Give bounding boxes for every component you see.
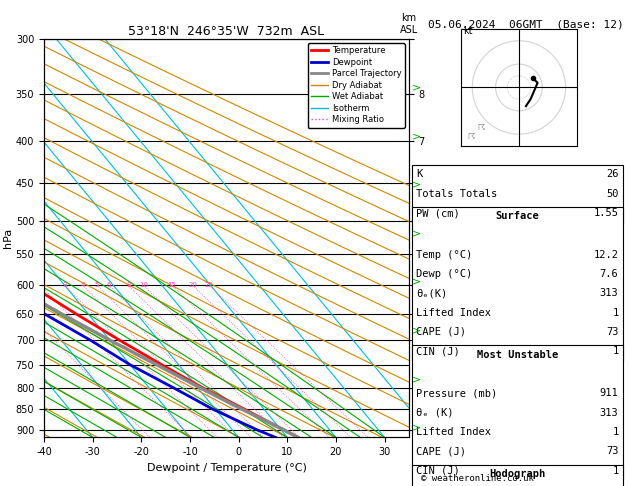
Text: kt: kt	[463, 26, 472, 36]
Text: CAPE (J): CAPE (J)	[416, 446, 466, 456]
Text: 1: 1	[612, 308, 618, 317]
Text: 911: 911	[599, 388, 618, 399]
Text: 7.6: 7.6	[599, 269, 618, 279]
Text: km
ASL: km ASL	[399, 13, 418, 35]
FancyBboxPatch shape	[412, 165, 623, 224]
Text: 1: 1	[612, 346, 618, 356]
Text: Totals Totals: Totals Totals	[416, 189, 498, 199]
Text: ☈: ☈	[467, 132, 475, 141]
Text: θₑ(K): θₑ(K)	[416, 288, 447, 298]
Text: 25: 25	[205, 282, 213, 288]
Text: 15: 15	[167, 282, 176, 288]
Text: Most Unstable: Most Unstable	[477, 350, 558, 360]
FancyBboxPatch shape	[412, 207, 623, 361]
Text: 5: 5	[95, 282, 99, 288]
Text: Hodograph: Hodograph	[489, 469, 545, 479]
Text: >: >	[412, 131, 421, 141]
Text: θₑ (K): θₑ (K)	[416, 408, 454, 418]
Text: >: >	[412, 374, 421, 384]
Text: 8: 8	[126, 282, 131, 288]
Text: >: >	[412, 83, 421, 92]
Text: 12.2: 12.2	[594, 250, 618, 260]
Y-axis label: Mixing Ratio (g/kg): Mixing Ratio (g/kg)	[431, 192, 442, 284]
Text: 1: 1	[612, 466, 618, 476]
Text: Pressure (mb): Pressure (mb)	[416, 388, 498, 399]
Text: PW (cm): PW (cm)	[416, 208, 460, 218]
Text: Temp (°C): Temp (°C)	[416, 250, 472, 260]
FancyBboxPatch shape	[412, 465, 623, 486]
Text: Lifted Index: Lifted Index	[416, 308, 491, 317]
Text: 10: 10	[139, 282, 148, 288]
Text: Dewp (°C): Dewp (°C)	[416, 269, 472, 279]
Text: 73: 73	[606, 327, 618, 337]
Text: >: >	[412, 326, 421, 335]
Title: 53°18'N  246°35'W  732m  ASL: 53°18'N 246°35'W 732m ASL	[128, 25, 325, 38]
Text: CIN (J): CIN (J)	[416, 466, 460, 476]
Text: 05.06.2024  06GMT  (Base: 12): 05.06.2024 06GMT (Base: 12)	[428, 19, 623, 30]
Text: LCL: LCL	[411, 408, 429, 417]
Legend: Temperature, Dewpoint, Parcel Trajectory, Dry Adiabat, Wet Adiabat, Isotherm, Mi: Temperature, Dewpoint, Parcel Trajectory…	[308, 43, 404, 128]
Text: 50: 50	[606, 189, 618, 199]
Text: 1.55: 1.55	[594, 208, 618, 218]
Text: CAPE (J): CAPE (J)	[416, 327, 466, 337]
Y-axis label: hPa: hPa	[3, 228, 13, 248]
Text: CIN (J): CIN (J)	[416, 346, 460, 356]
Text: 1: 1	[612, 427, 618, 437]
FancyBboxPatch shape	[412, 345, 623, 480]
Text: 313: 313	[599, 408, 618, 418]
Text: >: >	[412, 228, 421, 238]
Text: Surface: Surface	[496, 211, 539, 221]
Text: 73: 73	[606, 446, 618, 456]
Text: Lifted Index: Lifted Index	[416, 427, 491, 437]
Text: >: >	[412, 277, 421, 287]
Text: K: K	[416, 170, 423, 179]
Text: 20: 20	[188, 282, 197, 288]
Text: 3: 3	[62, 282, 67, 288]
Text: >: >	[412, 180, 421, 190]
Text: >: >	[412, 423, 421, 433]
Text: 4: 4	[81, 282, 85, 288]
Text: 26: 26	[606, 170, 618, 179]
X-axis label: Dewpoint / Temperature (°C): Dewpoint / Temperature (°C)	[147, 463, 306, 473]
Text: © weatheronline.co.uk: © weatheronline.co.uk	[421, 474, 534, 483]
Text: ☈: ☈	[477, 122, 484, 132]
Text: 6: 6	[107, 282, 111, 288]
Text: 313: 313	[599, 288, 618, 298]
